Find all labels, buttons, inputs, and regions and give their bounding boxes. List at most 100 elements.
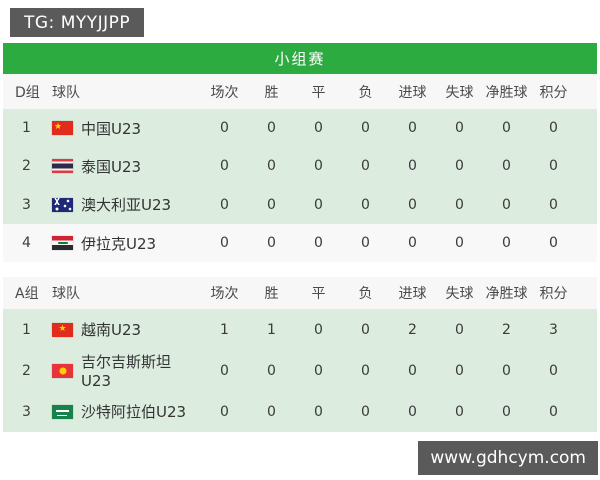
stat-cell: 1 [267,321,276,338]
stat-column-header: 失球 [445,286,474,303]
stat-cell: 0 [361,235,370,252]
team-name: 澳大利亚U23 [81,196,172,215]
stat-cell: 0 [361,158,370,175]
stat-cell: 0 [361,120,370,137]
team-cell: 澳大利亚U23 [50,194,201,215]
stat-cell: 0 [455,235,464,252]
rank-cell: 3 [22,403,31,420]
stat-cell: 0 [408,403,417,420]
stat-cell: 0 [549,158,558,175]
section-title: 小组赛 [274,50,326,68]
group-label: D组 [15,84,40,101]
team-cell: 泰国U23 [50,156,201,177]
stat-cell: 3 [549,321,558,338]
stat-cell: 0 [314,196,323,213]
team-cell: 吉尔吉斯斯坦U23 [50,351,201,390]
stat-column-header: 场次 [210,84,239,101]
stat-cell: 0 [408,196,417,213]
stat-cell: 0 [455,321,464,338]
stat-cell: 0 [361,196,370,213]
stat-cell: 0 [220,362,229,379]
stat-cell: 0 [549,362,558,379]
stat-column-header: 净胜球 [485,84,528,101]
stat-column-header: 负 [358,286,373,303]
flag-china-icon [52,121,73,136]
team-column-header: 球队 [52,286,80,303]
flag-thailand-icon [52,159,73,174]
stat-cell: 0 [314,120,323,137]
stat-column-header: 负 [358,84,373,101]
tg-contact-badge[interactable]: TG: MYYJJPP [10,8,145,37]
table-row: 2 吉尔吉斯斯坦U23 0 0 0 0 0 0 0 0 [3,350,597,392]
group-header-row: D组 球队 场次 胜 平 负 进球 失球 净胜球 积分 [3,74,597,109]
stat-cell: 0 [502,196,511,213]
stat-cell: 0 [314,158,323,175]
stat-cell: 0 [220,158,229,175]
team-cell: 越南U23 [50,319,201,340]
stat-cell: 0 [314,235,323,252]
rank-cell: 2 [22,158,31,175]
stat-cell: 0 [267,120,276,137]
stat-cell: 1 [220,321,229,338]
stat-cell: 0 [220,235,229,252]
stat-cell: 0 [267,403,276,420]
stat-cell: 0 [502,158,511,175]
stat-cell: 0 [220,403,229,420]
stat-column-header: 失球 [445,84,474,101]
stat-cell: 0 [267,362,276,379]
stat-cell: 0 [455,158,464,175]
stat-cell: 0 [455,362,464,379]
stat-cell: 0 [549,403,558,420]
stat-cell: 0 [408,120,417,137]
stat-cell: 0 [220,120,229,137]
group-header-row: A组 球队 场次 胜 平 负 进球 失球 净胜球 积分 [3,277,597,310]
stat-cell: 0 [549,120,558,137]
flag-australia-icon [52,197,73,212]
stat-cell: 0 [267,235,276,252]
stat-cell: 0 [267,158,276,175]
group-rows: 1 中国U23 0 0 0 0 0 0 0 0 2 泰国U23 0 0 0 0 0 0 0 0 3 澳大利亚… [3,109,597,263]
stat-cell: 0 [502,235,511,252]
team-column-header: 球队 [52,84,80,101]
team-name: 伊拉克U23 [81,234,157,253]
stat-cell: 2 [408,321,417,338]
team-name: 吉尔吉斯斯坦U23 [81,353,172,391]
stat-cell: 2 [502,321,511,338]
stat-cell: 0 [549,196,558,213]
stat-column-header: 平 [311,286,326,303]
rank-cell: 2 [22,362,31,379]
stat-cell: 0 [361,321,370,338]
rank-cell: 1 [22,321,31,338]
table-row: 2 泰国U23 0 0 0 0 0 0 0 0 [3,147,597,186]
stat-column-header: 场次 [210,286,239,303]
stat-cell: 0 [455,120,464,137]
stat-column-header: 进球 [398,84,427,101]
stat-column-header: 胜 [264,84,279,101]
stat-column-header: 平 [311,84,326,101]
stat-cell: 0 [314,403,323,420]
flag-iraq-icon [52,236,73,251]
table-row: 3 沙特阿拉伯U23 0 0 0 0 0 0 0 0 [3,391,597,433]
table-row: 3 澳大利亚U23 0 0 0 0 0 0 0 0 [3,185,597,224]
stat-cell: 0 [361,403,370,420]
stat-cell: 0 [408,158,417,175]
group-stage-title-bar: 小组赛 [3,43,597,74]
flag-kyrgyzstan-icon [52,363,73,378]
team-cell: 中国U23 [50,118,201,139]
stat-cell: 0 [502,362,511,379]
stat-cell: 0 [455,196,464,213]
team-name: 中国U23 [81,119,142,138]
table-row: 1 中国U23 0 0 0 0 0 0 0 0 [3,109,597,148]
team-name: 泰国U23 [81,157,142,176]
stat-column-header: 进球 [398,286,427,303]
table-row: 4 伊拉克U23 0 0 0 0 0 0 0 0 [3,223,597,263]
site-watermark-link[interactable]: www.gdhcym.com [418,441,598,475]
stat-cell: 0 [314,321,323,338]
team-name: 越南U23 [81,321,142,340]
rank-cell: 4 [22,235,31,252]
stat-cell: 0 [220,196,229,213]
